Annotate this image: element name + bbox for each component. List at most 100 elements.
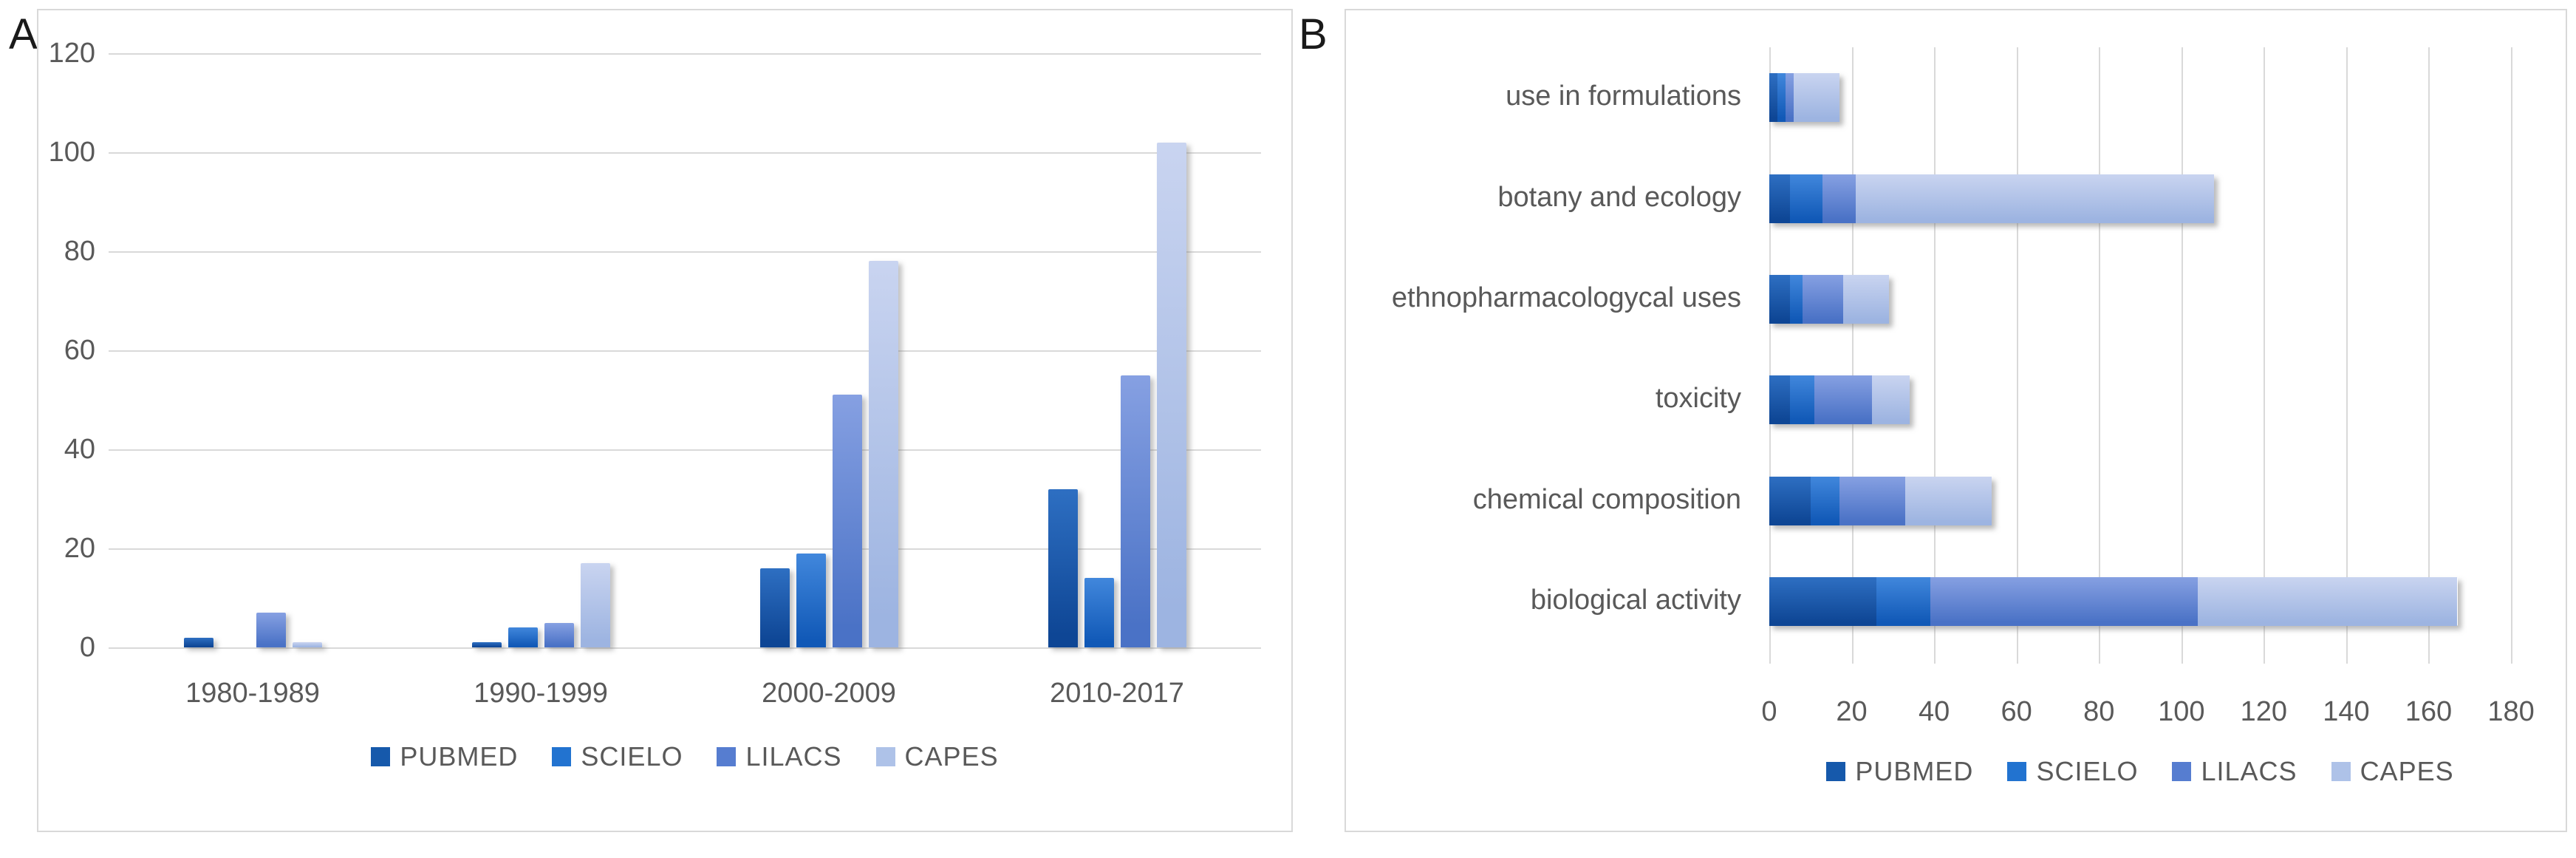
segment-pubmed	[1769, 73, 1778, 123]
y-axis-tick-label: 100	[48, 137, 95, 168]
x-axis-tick-label: 180	[2487, 696, 2535, 727]
bar-pubmed-1990-1999	[471, 642, 502, 647]
legend-item-capes: CAPES	[2331, 758, 2454, 785]
bar-scielo-2010-2017	[1084, 578, 1114, 647]
x-axis-tick-label: 20	[1836, 696, 1868, 727]
gridline-y-80	[109, 251, 1261, 253]
legend-label: PUBMED	[400, 741, 519, 772]
gridline-x-40	[1934, 47, 1936, 664]
bar-pubmed-2010-2017	[1048, 488, 1078, 647]
x-category-label: 2000-2009	[762, 678, 896, 709]
legend-label: CAPES	[904, 741, 999, 772]
panel-a: 0 20 40 60 80 100 120 1980-1989 1990-1999 2000-20…	[37, 9, 1293, 832]
y-axis-tick-label: 60	[64, 335, 95, 366]
segment-scielo	[1777, 73, 1786, 123]
bar-capes-2000-2009	[868, 261, 898, 647]
x-category-label: 1980-1989	[185, 678, 320, 709]
segment-capes	[1794, 73, 1839, 123]
category-label: botany and ecology	[1497, 181, 1741, 213]
legend-label: CAPES	[2360, 756, 2454, 786]
gridline-x-120	[2264, 47, 2266, 664]
gridline-y-120	[109, 53, 1261, 55]
grouped-bar-chart: 0 20 40 60 80 100 120 1980-1989 1990-1999 2000-20…	[38, 10, 1291, 831]
pubmed-swatch-icon	[1826, 762, 1846, 781]
lilacs-swatch-icon	[2172, 762, 2192, 781]
gridline-y-20	[109, 548, 1261, 550]
legend: PUBMED SCIELO LILACS CAPES	[109, 743, 1261, 770]
gridline-x-60	[2016, 47, 2018, 664]
panel-b: 0 20 40 60 80 100 120 140 160 180 use in formulati…	[1345, 9, 2567, 832]
y-axis-tick-label: 20	[64, 533, 95, 564]
gridline-x-20	[1851, 47, 1854, 664]
segment-lilacs	[1822, 174, 1856, 223]
legend-label: SCIELO	[2036, 756, 2139, 786]
legend-label: SCIELO	[581, 741, 683, 772]
legend-item-lilacs: LILACS	[717, 743, 841, 770]
bar-scielo-2000-2009	[796, 553, 826, 647]
segment-pubmed	[1769, 375, 1790, 425]
category-label: ethnopharmacologycal uses	[1391, 282, 1741, 313]
stacked-bar-botany-and-ecology	[1769, 174, 2215, 223]
capes-swatch-icon	[875, 747, 895, 766]
gridline-x-160	[2428, 47, 2430, 664]
legend-label: LILACS	[745, 741, 842, 772]
x-category-label: 2010-2017	[1050, 678, 1184, 709]
gridline-x-0	[1769, 47, 1771, 664]
segment-capes	[1856, 174, 2215, 223]
x-axis-tick-label: 80	[2083, 696, 2115, 727]
segment-lilacs	[1930, 576, 2199, 626]
stacked-bar-use-in-formulations	[1769, 73, 1839, 123]
segment-scielo	[1789, 274, 1803, 324]
x-axis-tick-label: 140	[2323, 696, 2370, 727]
segment-lilacs	[1839, 476, 1906, 525]
segment-lilacs	[1814, 375, 1873, 425]
panel-b-letter: B	[1299, 10, 1328, 58]
segment-lilacs	[1802, 274, 1844, 324]
bar-lilacs-1990-1999	[544, 622, 574, 647]
legend-item-lilacs: LILACS	[2172, 758, 2297, 785]
segment-scielo	[1810, 476, 1839, 525]
bar-pubmed-1980-1989	[183, 637, 213, 647]
stacked-bar-chemical-composition	[1769, 476, 1992, 525]
segment-lilacs	[1786, 73, 1794, 123]
legend-label: LILACS	[2201, 756, 2297, 786]
capes-swatch-icon	[2331, 762, 2351, 781]
pubmed-swatch-icon	[371, 747, 391, 766]
legend-label: PUBMED	[1855, 756, 1974, 786]
y-axis-tick-label: 120	[48, 38, 95, 69]
x-axis-tick-label: 0	[1761, 696, 1777, 727]
bar-capes-1980-1989	[292, 642, 322, 647]
bar-lilacs-2000-2009	[832, 395, 862, 647]
category-label: toxicity	[1655, 383, 1741, 415]
x-axis-tick-label: 100	[2158, 696, 2205, 727]
x-axis-tick-label: 160	[2405, 696, 2453, 727]
gridline-y-0	[109, 647, 1261, 649]
x-category-label: 1990-1999	[474, 678, 608, 709]
scielo-swatch-icon	[552, 747, 572, 766]
gridline-y-40	[109, 449, 1261, 451]
segment-scielo	[1789, 375, 1815, 425]
legend-item-pubmed: PUBMED	[371, 743, 518, 770]
category-label: use in formulations	[1506, 81, 1741, 112]
segment-capes	[1905, 476, 1992, 525]
bar-capes-1990-1999	[580, 563, 610, 647]
x-axis-tick-label: 60	[2001, 696, 2032, 727]
bar-lilacs-2010-2017	[1120, 375, 1150, 647]
legend-item-capes: CAPES	[875, 741, 999, 772]
segment-scielo	[1876, 576, 1930, 626]
bar-capes-2010-2017	[1156, 142, 1186, 647]
x-axis-tick-label: 120	[2240, 696, 2288, 727]
legend-item-scielo: SCIELO	[2007, 758, 2138, 785]
category-label: biological activity	[1530, 584, 1741, 616]
lilacs-swatch-icon	[717, 747, 737, 766]
x-axis-tick-label: 40	[1918, 696, 1950, 727]
y-axis-tick-label: 80	[64, 236, 95, 267]
gridline-x-80	[2099, 47, 2101, 664]
stacked-bar-ethnopharmacologycal-uses	[1769, 274, 1889, 324]
bar-lilacs-1980-1989	[256, 613, 286, 647]
segment-pubmed	[1769, 476, 1811, 525]
category-label: chemical composition	[1472, 483, 1741, 515]
gridline-x-180	[2511, 47, 2513, 664]
bar-pubmed-2000-2009	[759, 568, 790, 647]
